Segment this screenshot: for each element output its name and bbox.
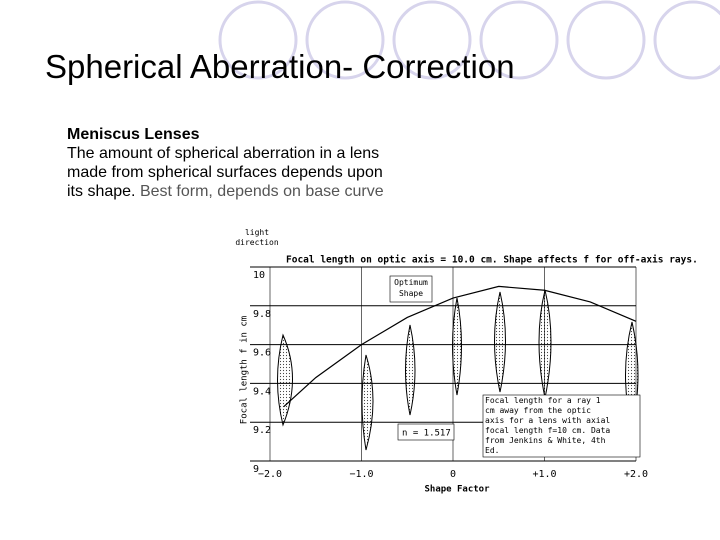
y-tick-label: 9.4 bbox=[253, 386, 271, 397]
chart-title: Focal length on optic axis = 10.0 cm. Sh… bbox=[286, 255, 698, 266]
x-tick-label: +1.0 bbox=[532, 469, 556, 480]
heading: Meniscus Lenses bbox=[67, 126, 200, 143]
y-tick-label: 9.2 bbox=[253, 425, 271, 436]
slide-title: Spherical Aberration- Correction bbox=[45, 48, 515, 85]
annotation-box: light direction bbox=[235, 228, 279, 247]
light-direction: light direction bbox=[235, 228, 279, 247]
lens-shapes bbox=[277, 289, 639, 451]
x-tick-label: +2.0 bbox=[624, 469, 648, 480]
x-tick-label: 0 bbox=[450, 469, 456, 480]
slide-text: Meniscus Lenses The amount of spherical … bbox=[67, 125, 397, 201]
y-axis-label: Focal length f in cm bbox=[240, 316, 250, 424]
data-note: Focal length for a ray 1 cm away from th… bbox=[485, 396, 611, 455]
body: The amount of spherical aberration in a … bbox=[67, 145, 383, 200]
decor-circles bbox=[218, 0, 720, 80]
x-tick-label: −2.0 bbox=[258, 469, 282, 480]
annotation-box bbox=[389, 275, 433, 303]
y-tick-label: 9.6 bbox=[253, 348, 271, 359]
annotation-box: Focal length for a ray 1 cm away from th… bbox=[485, 396, 611, 455]
annotation-box bbox=[397, 423, 455, 441]
y-tick-label: 10 bbox=[253, 270, 265, 281]
data-line bbox=[283, 285, 637, 408]
x-axis-label: Shape Factor bbox=[424, 485, 490, 495]
x-tick-label: −1.0 bbox=[349, 469, 373, 480]
annotation-box: Optimum Shape bbox=[394, 278, 428, 298]
refractive-index: n = 1.517 bbox=[402, 429, 451, 439]
annotation-box bbox=[482, 394, 641, 458]
y-tick-label: 9 bbox=[253, 464, 259, 475]
optimum-shape: Optimum Shape bbox=[394, 278, 428, 298]
note: Best form, depends on base curve bbox=[139, 183, 384, 200]
y-tick-label: 9.8 bbox=[253, 309, 271, 320]
